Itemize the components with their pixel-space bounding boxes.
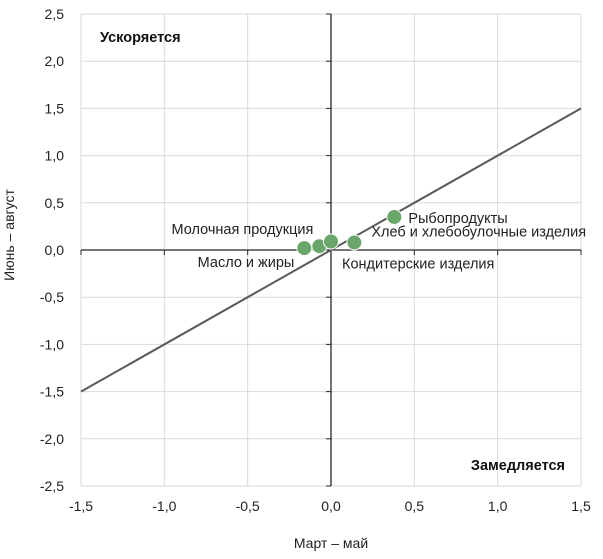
y-tick-label: -0,5: [40, 289, 64, 305]
y-tick-label: -1,5: [40, 384, 64, 400]
x-tick-label: -1,0: [152, 498, 176, 514]
identity-line: [80, 107, 582, 393]
x-tick-label: 0,0: [321, 498, 341, 514]
axis-layer: -1,5 -1,0 -0,5 0,0 0,5 1,0 1,5 -2,5 -2,0 -1,5 -1,0…: [40, 6, 591, 514]
point-layer: [296, 208, 403, 257]
y-tick-label: 1,0: [45, 148, 65, 164]
y-tick-label: 1,5: [45, 100, 65, 116]
x-tick-label: -0,5: [236, 498, 260, 514]
data-point-label: Рыбопродукты: [408, 211, 507, 227]
reference-line-layer: [80, 107, 582, 393]
data-point-label: Масло и жиры: [198, 255, 295, 271]
y-tick-label: 0,0: [45, 242, 65, 258]
y-tick-label: 2,0: [45, 53, 65, 69]
x-tick-label: -1,5: [69, 498, 93, 514]
data-point-label: Молочная продукция: [171, 222, 313, 238]
data-point: [323, 233, 339, 250]
x-tick-label: 0,5: [405, 498, 425, 514]
quadrant-label-decelerating: Замедляется: [471, 458, 565, 474]
y-tick-label: -1,0: [40, 336, 64, 352]
data-point: [296, 240, 313, 257]
y-tick-label: 0,5: [45, 195, 65, 211]
data-point-label: Кондитерские изделия: [342, 257, 494, 273]
x-tick-label: 1,5: [571, 498, 591, 514]
label-layer: Масло и жиры Молочная продукция Кондитерск…: [171, 211, 586, 273]
y-tick-label: -2,5: [40, 478, 64, 494]
y-axis-title: Июнь – август: [1, 189, 17, 281]
y-tick-label: 2,5: [45, 6, 65, 22]
data-point: [346, 234, 363, 251]
x-tick-label: 1,0: [488, 498, 508, 514]
y-tick-label: -2,0: [40, 431, 64, 447]
data-point-label: Хлеб и хлебобулочные изделия: [371, 224, 586, 240]
quadrant-label-accelerating: Ускоряется: [100, 30, 181, 46]
data-point: [386, 208, 403, 225]
x-axis-title: Март – май: [294, 535, 368, 551]
